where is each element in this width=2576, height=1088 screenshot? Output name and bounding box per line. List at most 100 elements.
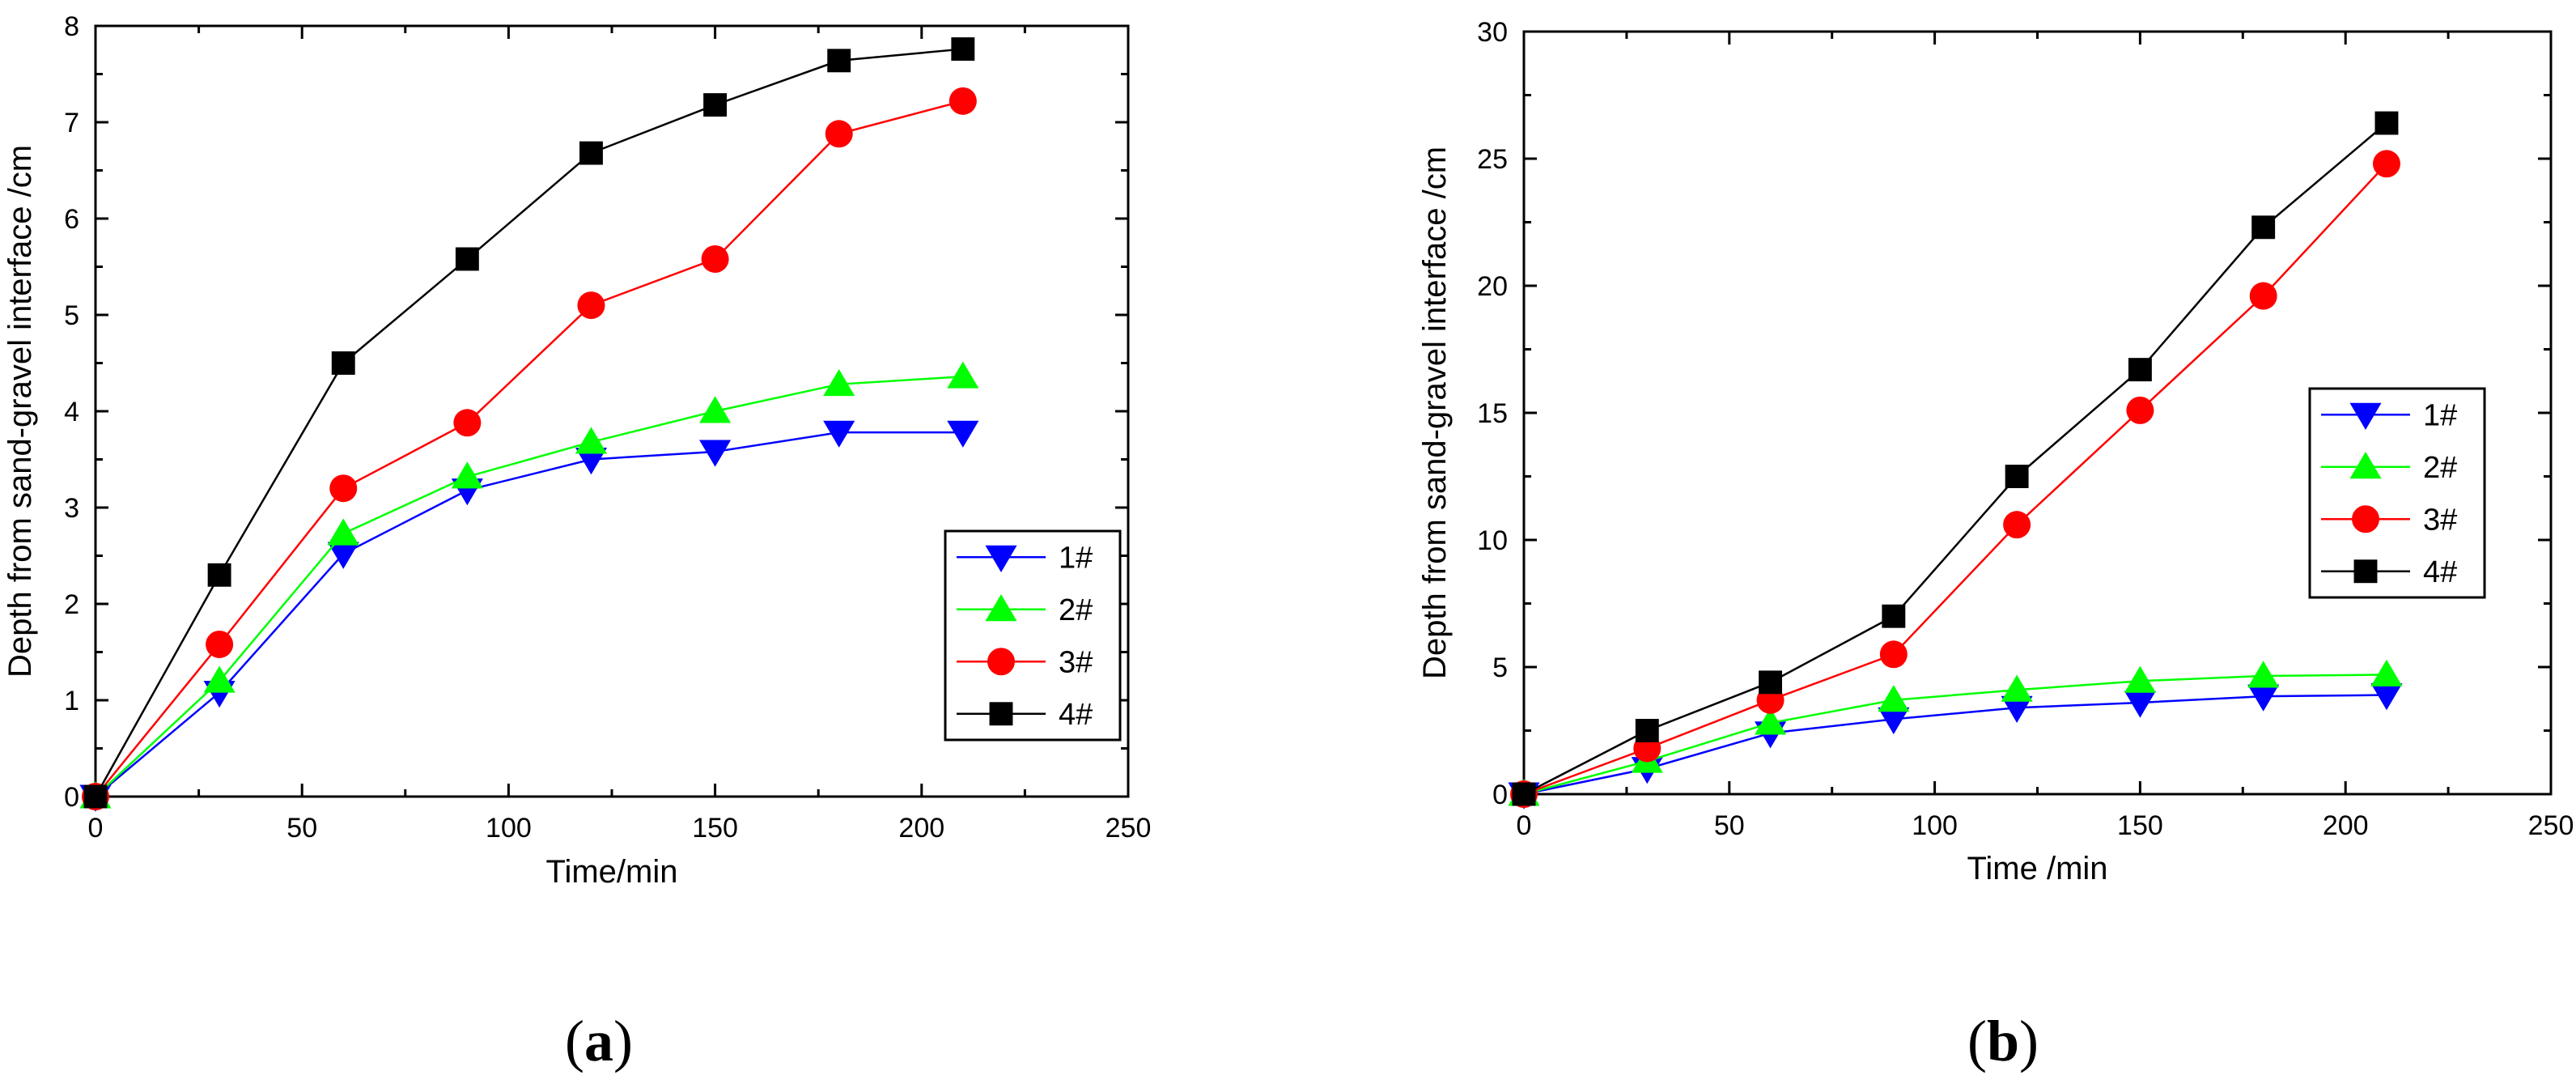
data-point (83, 784, 108, 809)
y-tick-label: 0 (64, 782, 79, 813)
legend-item: 4# (957, 698, 1093, 732)
data-point (701, 244, 729, 273)
data-point (577, 291, 605, 320)
legend-item: 2# (2321, 451, 2457, 485)
legend-label: 4# (2423, 555, 2457, 589)
x-tick-label: 150 (2117, 810, 2163, 841)
data-point (455, 247, 479, 271)
y-tick-label: 5 (64, 300, 79, 331)
y-axis-title: Depth from sand-gravel interface /cm (1417, 147, 1453, 679)
data-point (951, 37, 975, 62)
x-tick-label: 0 (1517, 810, 1532, 841)
legend-box (944, 529, 1122, 742)
y-tick-label: 10 (1477, 525, 1508, 556)
legend-marker (985, 545, 1017, 572)
data-point (2001, 674, 2033, 702)
data-point (1882, 604, 1906, 628)
legend-marker (2349, 452, 2382, 479)
x-tick-label: 100 (486, 813, 532, 844)
data-point (2251, 215, 2276, 240)
y-tick-label: 30 (1477, 17, 1508, 48)
data-point (207, 563, 231, 587)
legend-label: 1# (2423, 398, 2457, 432)
y-tick-label: 20 (1477, 271, 1508, 302)
y-tick-label: 15 (1477, 398, 1508, 429)
y-tick-label: 4 (64, 397, 79, 427)
legend-marker (989, 702, 1013, 726)
data-point (1759, 670, 1783, 695)
x-tick-label: 50 (286, 813, 317, 844)
data-point (1878, 707, 1910, 735)
series-line (1523, 163, 2387, 796)
data-point (948, 87, 977, 115)
data-point (1512, 782, 1536, 806)
y-tick-label: 25 (1477, 144, 1508, 175)
data-point (327, 542, 359, 569)
x-tick-label: 250 (1106, 813, 1152, 844)
data-point (2126, 396, 2154, 424)
legend-label: 1# (1059, 541, 1093, 575)
data-point (1879, 640, 1908, 669)
y-tick-label: 5 (1492, 652, 1508, 683)
x-tick-label: 250 (2528, 810, 2574, 841)
legend-marker (2353, 559, 2378, 584)
data-point (1635, 719, 1659, 742)
data-point (699, 396, 732, 423)
chart-panel-a: 0 50 100 150 200 250 0 1 2 3 4 5 6 7 8 Time/min Depth fr… (2, 11, 1151, 1073)
legend-marker (2352, 505, 2379, 533)
x-tick-label: 200 (2323, 810, 2369, 841)
data-point (1878, 685, 1910, 712)
data-point (203, 665, 236, 693)
data-point (2249, 282, 2277, 310)
data-point (2370, 659, 2403, 686)
data-point (329, 474, 358, 503)
series-3 (1510, 150, 2400, 808)
series-line (94, 48, 963, 797)
legend-marker (987, 648, 1015, 676)
x-tick-label: 50 (1714, 810, 1745, 841)
chart-panel-b: 0 50 100 150 200 250 0 5 10 15 20 25 30 Time /min Dept… (1417, 17, 2574, 1073)
series-line (95, 375, 963, 797)
legend-label: 4# (1059, 698, 1093, 732)
series-line (95, 100, 964, 797)
data-point (331, 351, 355, 375)
data-point (2374, 111, 2399, 135)
data-point (2247, 684, 2280, 712)
legend-item: 2# (957, 593, 1093, 627)
panel-label: (a) (565, 1009, 633, 1073)
legend-item: 3# (2321, 503, 2457, 537)
data-point (699, 440, 732, 467)
legend-item: 1# (957, 541, 1093, 575)
data-point (2005, 465, 2029, 488)
data-point (575, 427, 608, 454)
series-line (1523, 122, 2387, 796)
y-tick-label: 0 (1492, 780, 1508, 810)
y-tick-label: 8 (64, 11, 79, 42)
x-tick-label: 100 (1912, 810, 1958, 841)
data-point (2003, 511, 2031, 539)
data-point (206, 630, 234, 658)
data-point (825, 120, 853, 148)
data-point (2124, 691, 2156, 718)
legend-box (2308, 387, 2486, 599)
data-point (947, 361, 979, 389)
data-point (823, 420, 855, 448)
legend-item: 4# (2321, 555, 2457, 589)
data-point (451, 461, 483, 489)
y-tick-label: 6 (64, 204, 79, 235)
series-line (95, 431, 963, 797)
legend-label: 2# (1059, 593, 1093, 627)
legend-item: 3# (957, 645, 1093, 679)
data-point (2001, 695, 2033, 723)
data-point (2372, 150, 2400, 178)
panel-letter: b (1987, 1009, 2019, 1073)
x-tick-label: 150 (692, 813, 738, 844)
series-3 (82, 87, 977, 810)
data-point (2128, 358, 2152, 382)
x-axis-title: Time /min (1967, 851, 2107, 886)
legend-label: 2# (2423, 451, 2457, 485)
y-tick-label: 1 (64, 686, 79, 716)
series-line (1523, 694, 2387, 796)
legend-item: 1# (2321, 398, 2457, 432)
legend-marker (2349, 402, 2382, 430)
